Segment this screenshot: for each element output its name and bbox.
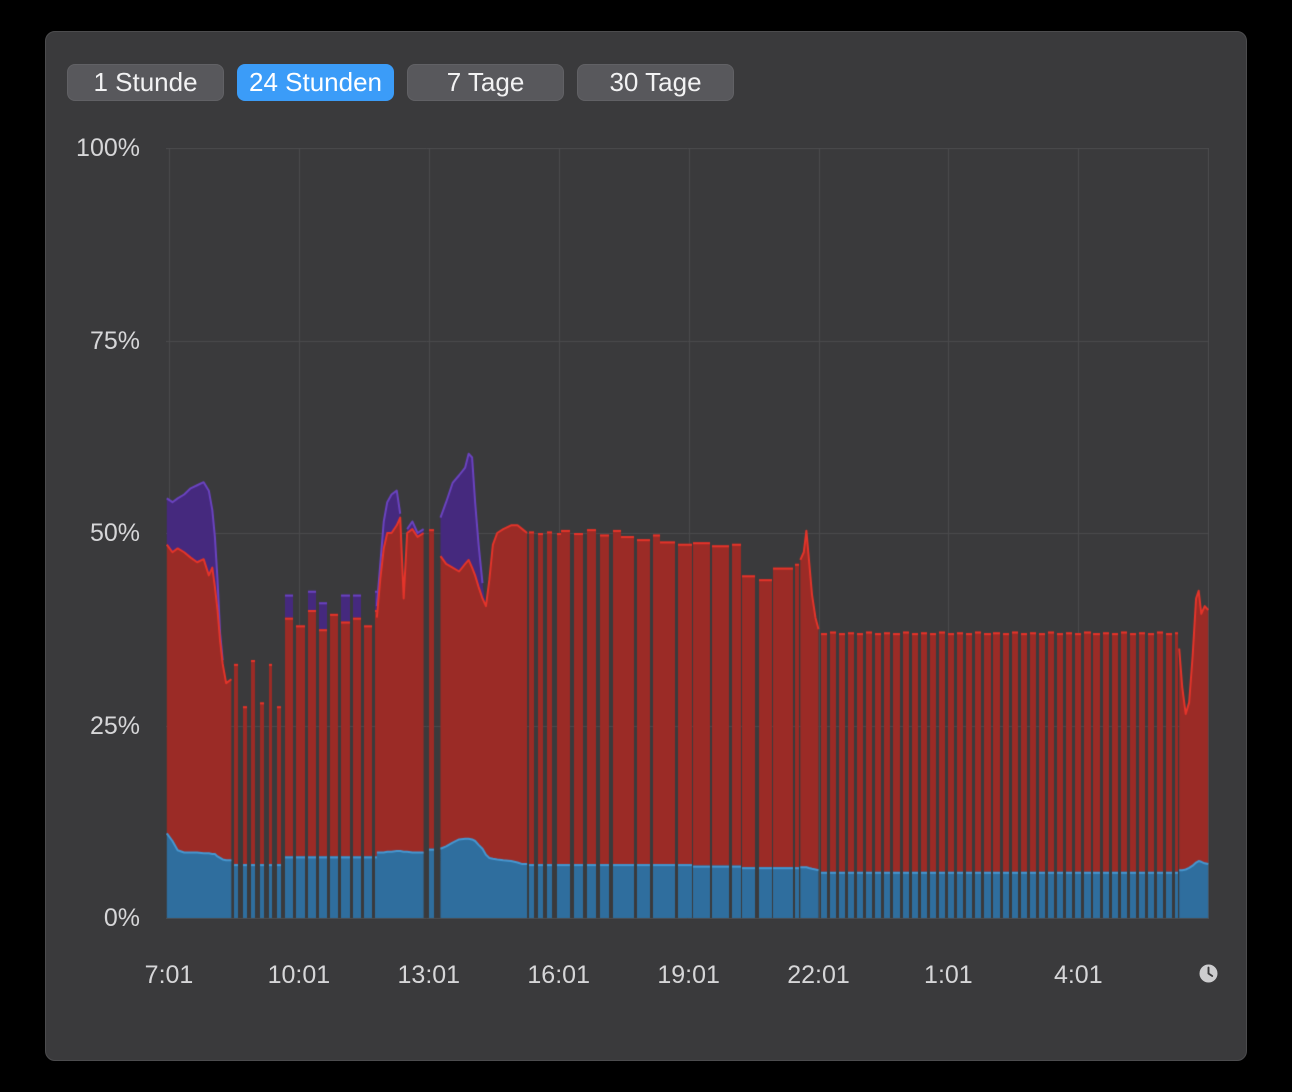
x-axis-label: 16:01 [527, 961, 590, 989]
x-axis-label: 4:01 [1053, 961, 1103, 989]
y-axis-label: 50% [89, 519, 140, 547]
chart-plot [166, 148, 1209, 919]
x-axis-label: 13:01 [397, 961, 461, 989]
time-range-button-1-stunde[interactable]: 1 Stunde [67, 64, 224, 101]
x-axis-label: 19:01 [657, 961, 720, 989]
x-axis-label: 22:01 [787, 961, 850, 989]
time-range-button-24-stunden[interactable]: 24 Stunden [237, 64, 394, 101]
time-range-toolbar: 1 Stunde 24 Stunden 7 Tage 30 Tage [67, 64, 734, 101]
clock-icon[interactable] [1198, 963, 1219, 984]
x-axis-label: 7:01 [144, 961, 194, 989]
stacked-area-chart[interactable] [166, 148, 1209, 919]
y-axis-label: 0% [103, 904, 140, 932]
time-range-button-7-tage[interactable]: 7 Tage [407, 64, 564, 101]
y-axis-label: 25% [89, 711, 140, 740]
chart-panel: 1 Stunde 24 Stunden 7 Tage 30 Tage 100% 75% 5… [45, 31, 1247, 1061]
x-axis-label: 10:01 [267, 961, 331, 989]
y-axis-label: 75% [89, 326, 140, 355]
time-range-button-30-tage[interactable]: 30 Tage [577, 64, 734, 101]
y-axis-label: 100% [76, 134, 140, 162]
x-axis-label: 1:01 [924, 961, 973, 989]
